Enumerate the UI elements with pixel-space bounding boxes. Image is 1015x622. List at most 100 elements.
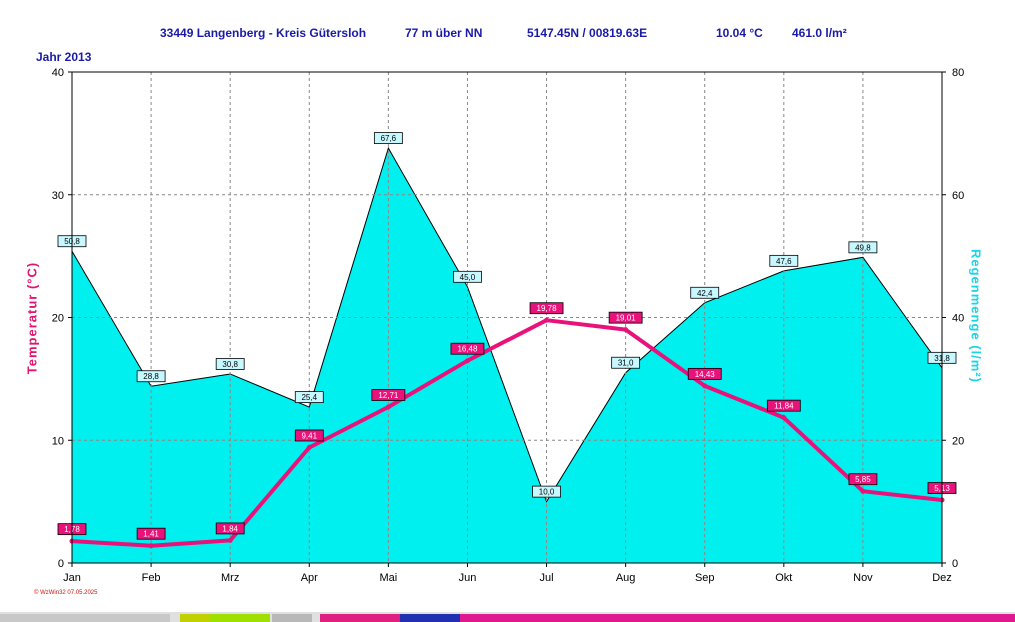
station-name: 33449 Langenberg - Kreis Gütersloh: [160, 26, 367, 40]
temperature-point: [702, 383, 708, 389]
temperature-data-label-text: 16,48: [457, 345, 478, 354]
software-credit: © WzWin32 07.05.2025: [34, 590, 98, 596]
rain-data-label: 67,6: [373, 132, 403, 145]
temperature-data-label-box: [450, 342, 485, 355]
x-tick-label: Mai: [379, 572, 397, 584]
x-tick-label: Sep: [695, 572, 715, 584]
temperature-data-label-text: 1,41: [143, 530, 159, 539]
rain-outline: [71, 146, 943, 503]
temperature-data-label-text: 9,41: [301, 431, 317, 440]
rain-area: [72, 148, 942, 564]
y-tick-label-right: 0: [952, 558, 958, 570]
temperature-data-label: 1,41: [136, 527, 166, 540]
temperature-point: [623, 327, 629, 333]
temperature-line: [70, 318, 944, 548]
temperature-data-label-box: [371, 389, 406, 401]
temperature-data-label-box: [608, 311, 643, 324]
rain-data-label-text: 42,4: [697, 289, 713, 298]
rain-data-label: 47,6: [769, 254, 799, 267]
x-tick-label: Okt: [775, 572, 792, 584]
y-tick-label-left: 10: [52, 435, 64, 447]
y-tick-label-right: 40: [952, 313, 964, 325]
temperature-data-label: 5,85: [848, 473, 878, 486]
temperature-point: [544, 317, 550, 323]
rain-data-label-text: 30,8: [222, 360, 238, 369]
x-tick-label: Feb: [142, 572, 161, 584]
rain-data-label: 31,0: [611, 356, 641, 369]
rain-data-label-text: 47,6: [776, 257, 792, 266]
temperature-point: [781, 415, 787, 421]
temperature-data-label-box: [136, 527, 166, 540]
rain-data-label: 42,4: [690, 286, 720, 299]
year-label: Jahr 2013: [36, 50, 92, 64]
temperature-point: [385, 404, 391, 410]
rain-data-label-text: 45,0: [460, 273, 476, 282]
rain-data-label: 45,0: [453, 270, 482, 283]
temperature-data-label: 9,41: [294, 429, 324, 442]
grid-layer: [72, 72, 942, 563]
temperature-data-label-text: 12,71: [378, 391, 399, 400]
rain-data-label-text: 25,4: [301, 393, 317, 402]
temperature-data-label-box: [529, 302, 564, 315]
rain-data-label: 30,8: [215, 358, 245, 370]
y-tick-label-left: 40: [52, 67, 64, 79]
x-tick-label: Nov: [853, 572, 873, 584]
x-tick-label: Jun: [459, 572, 477, 584]
altitude-label: 77 m über NN: [405, 26, 483, 40]
rain-data-label: 10,0: [532, 485, 561, 498]
temperature-data-label-box: [766, 399, 801, 412]
total-rain-label: 461.0 l/m²: [792, 26, 847, 40]
rain-data-label-text: 49,8: [855, 243, 871, 252]
temperature-point: [227, 537, 233, 543]
rain-data-label-box: [215, 358, 245, 370]
temperature-data-label: 16,48: [450, 342, 485, 355]
x-tick-label: Apr: [301, 572, 318, 584]
rain-data-label-text: 31,0: [618, 359, 634, 368]
rain-data-label-text: 28,8: [143, 372, 159, 381]
temperature-data-label-text: 1,84: [222, 524, 238, 533]
rain-data-label-box: [373, 132, 403, 145]
y-axis-left-label: Temperatur (°C): [24, 261, 40, 375]
rain-data-label-box: [532, 485, 561, 498]
rain-data-label: 25,4: [294, 391, 324, 404]
mean-temperature-label: 10.04 °C: [716, 26, 763, 40]
taskbar-strip: [0, 612, 1015, 622]
x-tick-label: Mrz: [221, 572, 239, 584]
axes-layer: 0 10 20 30 40 0 20 40 60 80 Jan Feb Mrz Apr Mai Jun Jul A…: [52, 67, 965, 584]
y-axis-right-label: Regenmenge (l/m²): [968, 248, 984, 384]
rain-data-label: 28,8: [136, 370, 166, 383]
rain-data-label-box: [690, 286, 720, 299]
y-tick-label-left: 30: [52, 190, 64, 202]
temperature-data-label: 14,43: [687, 367, 722, 380]
rain-data-label-box: [294, 391, 324, 404]
rain-data-label-box: [453, 270, 482, 283]
temperature-data-label-text: 11,84: [774, 402, 794, 411]
rain-data-label-box: [769, 254, 799, 267]
temperature-data-label: 12,71: [371, 389, 406, 401]
temperature-data-label-text: 19,78: [537, 304, 558, 313]
temperature-data-label-text: 14,43: [695, 370, 716, 379]
temperature-data-label-box: [848, 473, 878, 486]
temperature-data-label-box: [687, 367, 722, 380]
x-tick-label: Dez: [932, 572, 952, 584]
rain-data-label-box: [136, 370, 166, 383]
x-tick-label: Jan: [63, 572, 81, 584]
y-tick-label-left: 0: [58, 558, 64, 570]
temperature-line-layer: [69, 317, 945, 549]
rain-area-layer: [71, 146, 943, 564]
coordinates-label: 5147.45N / 00819.63E: [527, 26, 648, 40]
y-tick-label-right: 20: [952, 435, 964, 447]
temperature-data-label: 11,84: [766, 399, 801, 412]
y-tick-label-right: 80: [952, 67, 964, 79]
temperature-point: [148, 543, 154, 549]
rain-data-label-box: [848, 241, 878, 254]
rain-data-label-text: 67,6: [381, 134, 397, 143]
temperature-point: [860, 488, 866, 494]
temperature-data-label-text: 5,85: [855, 475, 871, 484]
temperature-data-label-text: 19,01: [616, 314, 637, 323]
rain-data-label: 49,8: [848, 241, 878, 254]
x-tick-label: Jul: [540, 572, 554, 584]
y-tick-label-left: 20: [52, 313, 64, 325]
rain-data-label-box: [611, 356, 641, 369]
temperature-point: [464, 358, 470, 364]
